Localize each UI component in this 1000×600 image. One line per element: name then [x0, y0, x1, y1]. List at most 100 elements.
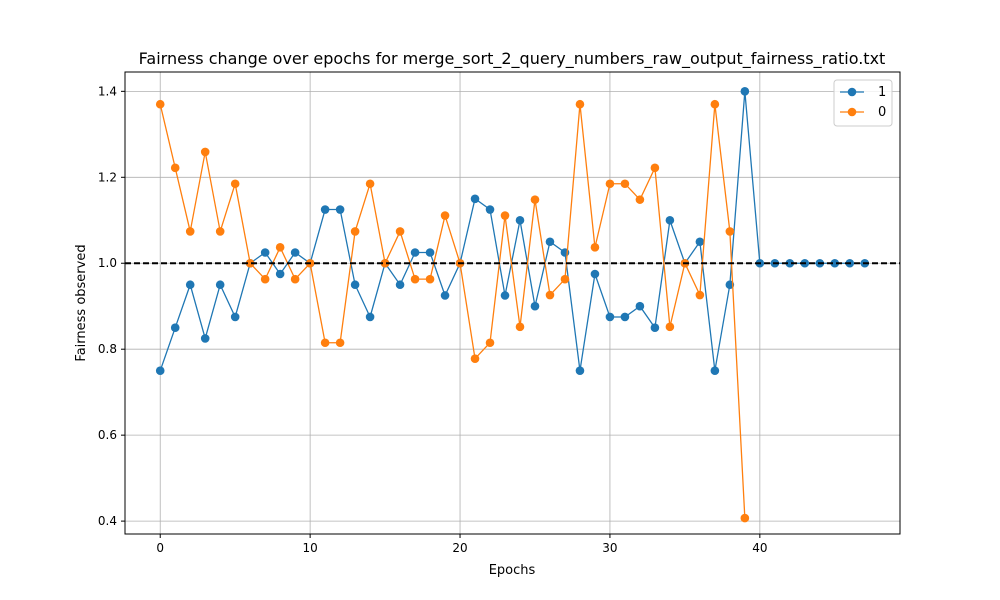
- legend-label-0: 0: [878, 105, 886, 120]
- data-point-1: [350, 280, 360, 290]
- data-point-1: [395, 280, 405, 290]
- data-point-1: [650, 323, 660, 333]
- data-point-1: [200, 334, 210, 343]
- data-point-0: [470, 354, 480, 363]
- y-axis-label: Fairness observed: [74, 244, 89, 361]
- data-point-1: [665, 215, 675, 225]
- data-point-0: [650, 163, 660, 173]
- data-point-1: [605, 312, 615, 322]
- data-point-1: [710, 366, 720, 375]
- data-point-0: [575, 99, 585, 109]
- y-tick-label: 0.8: [98, 342, 117, 356]
- data-point-1: [410, 248, 420, 257]
- data-point-0: [320, 338, 330, 348]
- data-point-1: [155, 366, 165, 375]
- data-point-1: [620, 312, 630, 322]
- series-line-1: [159, 91, 865, 371]
- data-point-1: [335, 205, 345, 214]
- data-point-0: [560, 274, 570, 284]
- data-point-0: [365, 179, 375, 189]
- data-point-1: [365, 312, 375, 322]
- data-point-1: [185, 280, 195, 290]
- plot-frame: [124, 71, 901, 535]
- chart-title: Fairness change over epochs for merge_so…: [139, 49, 886, 69]
- data-point-0: [725, 227, 735, 236]
- data-point-0: [710, 99, 720, 109]
- x-tick-label: 30: [602, 541, 617, 555]
- y-tick-label: 1.4: [98, 84, 117, 98]
- data-point-0: [335, 338, 345, 348]
- data-point-0: [440, 211, 450, 220]
- x-tick-label: 10: [302, 541, 317, 555]
- data-point-0: [260, 274, 270, 284]
- data-point-0: [170, 163, 180, 173]
- data-point-0: [245, 258, 255, 268]
- legend: 10: [833, 79, 893, 127]
- series-line-0: [159, 104, 746, 519]
- data-point-1: [485, 205, 495, 214]
- data-point-0: [230, 179, 240, 189]
- data-point-0: [485, 338, 495, 348]
- data-point-0: [410, 274, 420, 284]
- y-tick-label: 1.0: [98, 256, 117, 270]
- data-point-1: [590, 269, 600, 279]
- x-axis: 0 10 20 30 40: [156, 534, 767, 555]
- data-point-1: [470, 194, 480, 204]
- data-point-0: [350, 227, 360, 236]
- data-point-1: [215, 280, 225, 290]
- data-point-0: [185, 227, 195, 236]
- data-point-1: [785, 258, 795, 268]
- data-point-0: [290, 274, 300, 284]
- data-point-1: [635, 301, 645, 311]
- data-point-1: [575, 366, 585, 375]
- y-tick-label: 1.2: [98, 170, 117, 184]
- data-point-0: [665, 322, 675, 332]
- data-point-0: [155, 99, 165, 109]
- data-point-0: [545, 290, 555, 300]
- data-point-1: [830, 258, 840, 268]
- data-point-0: [530, 195, 540, 204]
- data-point-0: [395, 227, 405, 236]
- data-point-1: [230, 312, 240, 322]
- series-layer: [155, 87, 870, 523]
- data-point-0: [740, 513, 750, 523]
- data-point-1: [260, 248, 270, 257]
- data-point-0: [515, 322, 525, 332]
- data-point-1: [320, 205, 330, 214]
- data-point-1: [170, 323, 180, 333]
- data-point-1: [440, 291, 450, 300]
- x-tick-label: 0: [156, 541, 164, 555]
- data-point-0: [635, 195, 645, 204]
- plot-area: [125, 72, 900, 534]
- data-point-1: [290, 248, 300, 257]
- data-point-1: [515, 215, 525, 225]
- y-tick-label: 0.6: [98, 428, 117, 442]
- data-point-0: [275, 243, 285, 252]
- x-axis-label: Epochs: [489, 563, 536, 578]
- series-0: [155, 99, 750, 523]
- data-point-0: [380, 258, 390, 268]
- data-point-1: [275, 269, 285, 279]
- x-tick-label: 20: [452, 541, 467, 555]
- data-point-0: [695, 290, 705, 300]
- data-point-0: [500, 211, 510, 220]
- data-point-1: [545, 237, 555, 247]
- data-point-0: [200, 147, 210, 157]
- data-point-0: [620, 179, 630, 189]
- data-point-0: [605, 179, 615, 189]
- data-point-1: [530, 301, 540, 311]
- legend-marker-1: [847, 87, 857, 97]
- data-point-0: [425, 274, 435, 284]
- data-point-0: [215, 227, 225, 236]
- data-point-1: [425, 248, 435, 257]
- legend-label-1: 1: [878, 85, 886, 100]
- data-point-1: [695, 237, 705, 247]
- data-point-1: [500, 291, 510, 300]
- data-point-1: [740, 87, 750, 96]
- y-tick-label: 0.4: [98, 514, 117, 528]
- legend-marker-0: [847, 107, 857, 117]
- x-tick-label: 40: [752, 541, 767, 555]
- data-point-0: [590, 243, 600, 252]
